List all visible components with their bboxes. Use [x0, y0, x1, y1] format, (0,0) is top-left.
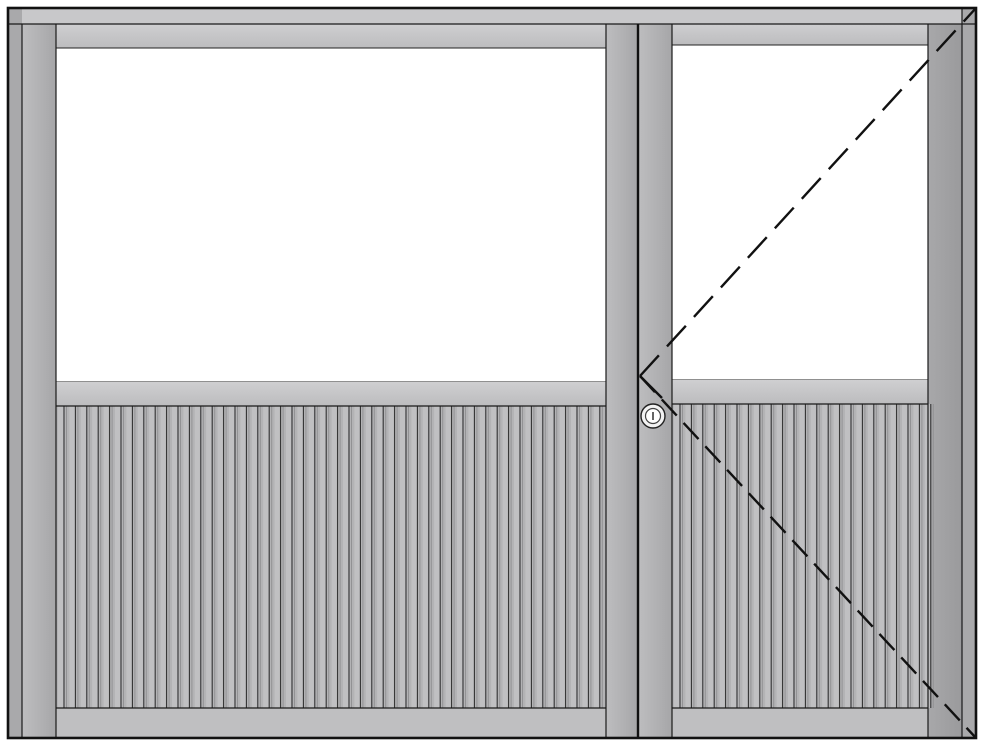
slat [696, 404, 702, 708]
slat [160, 406, 166, 708]
slat [525, 406, 531, 708]
fixed-panel-bottom-rail [56, 708, 606, 738]
slat [468, 406, 474, 708]
outer-border [6, 6, 978, 740]
slat [822, 404, 828, 708]
slat [229, 406, 234, 708]
door-slat-group [674, 404, 934, 708]
slat [582, 406, 588, 708]
slat [799, 404, 805, 708]
slat [388, 406, 394, 708]
slat [924, 404, 930, 708]
slat [708, 404, 714, 708]
slat [251, 406, 257, 708]
slat [103, 406, 109, 708]
slat [856, 404, 862, 708]
slat [365, 406, 371, 708]
fixed-glass-pane [55, 47, 607, 383]
slat [343, 406, 348, 708]
door-bottom-rail [672, 708, 928, 738]
slat [548, 406, 554, 708]
slat [457, 406, 462, 708]
slat [867, 404, 873, 708]
slat [536, 406, 542, 708]
door-swing-indicator [639, 7, 977, 739]
right-jamb [962, 8, 976, 738]
slat [434, 406, 440, 708]
slat [400, 406, 405, 708]
slat [115, 406, 120, 708]
fixed-panel-mid-rail [56, 382, 606, 406]
slat [126, 406, 132, 708]
slat [69, 406, 75, 708]
slat [776, 404, 782, 708]
slat [240, 406, 246, 708]
slat [810, 404, 816, 708]
slat [559, 406, 565, 708]
slat [331, 406, 337, 708]
slat [753, 404, 759, 708]
fixed-panel-right-stile [606, 24, 638, 738]
slat [354, 406, 360, 708]
slat [183, 406, 189, 708]
slat [274, 406, 280, 708]
slat [879, 404, 885, 708]
slat [377, 406, 383, 708]
left-stile [22, 24, 56, 738]
fixed-panel-top-rail [56, 24, 606, 48]
slat [445, 406, 451, 708]
frame-outlines [8, 8, 976, 738]
slat [571, 406, 576, 708]
door-mid-rail [672, 380, 928, 404]
slat [206, 406, 212, 708]
slat [788, 404, 793, 708]
top-header [8, 8, 976, 24]
slat [308, 406, 314, 708]
slat [217, 406, 223, 708]
slat [263, 406, 269, 708]
slat [913, 404, 919, 708]
slat [411, 406, 417, 708]
slat [297, 406, 303, 708]
slat [137, 406, 143, 708]
slat [172, 406, 177, 708]
door-glass-pane [671, 44, 929, 381]
door-top-rail [672, 24, 928, 45]
slat [149, 406, 155, 708]
slat [765, 404, 771, 708]
slat [92, 406, 98, 708]
slat [80, 406, 86, 708]
slat [890, 404, 896, 708]
slat [514, 406, 519, 708]
keyhole-lock-icon[interactable] [640, 403, 666, 429]
slat [833, 404, 839, 708]
slat [286, 406, 291, 708]
left-jamb [8, 8, 22, 738]
slat [479, 406, 485, 708]
slat [502, 406, 508, 708]
slat [902, 404, 907, 708]
slat [731, 404, 736, 708]
slat [593, 406, 599, 708]
slat [58, 406, 63, 708]
slat [674, 404, 679, 708]
slat [320, 406, 326, 708]
slat [194, 406, 200, 708]
fixed-slat-group [58, 406, 603, 708]
slat [742, 404, 748, 708]
slat [719, 404, 725, 708]
slat [491, 406, 497, 708]
slat [422, 406, 428, 708]
slat [845, 404, 850, 708]
slat [685, 404, 691, 708]
